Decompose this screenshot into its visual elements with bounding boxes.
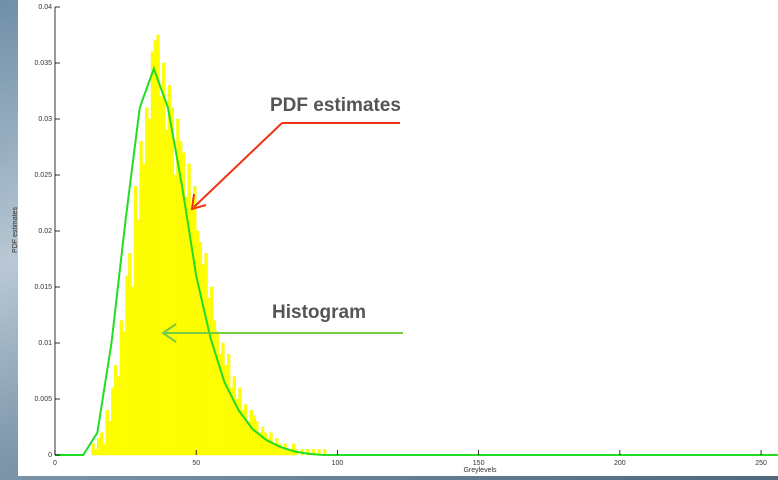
x-tick-label: 0 — [53, 460, 57, 467]
x-tick-label: 200 — [614, 460, 626, 467]
y-tick-label: 0.03 — [38, 116, 52, 123]
histogram-bar — [272, 443, 276, 456]
histogram-bar — [156, 34, 160, 456]
histogram-bar — [122, 331, 126, 456]
annotation: PDF estimates — [270, 95, 401, 116]
histogram-bar — [193, 185, 197, 456]
x-tick-label: 50 — [192, 460, 200, 467]
y-tick-label: 0.02 — [38, 228, 52, 235]
histogram-bar — [292, 443, 296, 456]
histogram-bar — [252, 415, 256, 456]
y-tick-label: 0 — [48, 452, 52, 459]
histogram-bar — [116, 376, 121, 456]
histogram-bar — [255, 421, 259, 456]
histogram-bar — [263, 432, 268, 456]
arrow-head — [161, 323, 177, 343]
histogram-bar — [150, 51, 155, 456]
arrow — [193, 122, 283, 208]
x-tick-label: 100 — [332, 460, 344, 467]
histogram-bar — [142, 163, 146, 456]
histogram-bar — [238, 387, 242, 456]
plot-area: 0 0.005 0.01 0.015 0.02 0.025 0.03 0.035 0.04 0 50… — [34, 4, 778, 467]
histogram-bar — [102, 443, 107, 456]
histogram-bar — [170, 107, 174, 456]
histogram-bar — [306, 449, 310, 456]
histogram-bar — [145, 107, 149, 456]
y-tick-label: 0.015 — [34, 284, 52, 291]
histogram-bar — [212, 320, 217, 456]
histogram-bar — [249, 410, 253, 456]
arrow-head — [190, 193, 207, 211]
pdf-curve — [55, 65, 778, 456]
histogram-bar — [260, 426, 265, 456]
histogram-bar — [224, 365, 228, 456]
histogram-bar — [119, 320, 123, 456]
histogram-bar — [131, 286, 135, 456]
histogram-bar — [167, 85, 171, 456]
histogram-bar — [227, 354, 231, 456]
annotation: Histogram — [272, 302, 366, 323]
histogram-bar — [111, 387, 115, 456]
y-tick-label: 0.035 — [34, 60, 52, 67]
histogram-bar — [97, 438, 101, 456]
histogram-bar — [99, 432, 104, 456]
histogram-bar — [196, 230, 200, 456]
histogram-bar — [153, 40, 157, 456]
histogram-bar — [105, 410, 109, 456]
histogram-bar — [173, 174, 177, 456]
histogram-bar — [94, 449, 98, 456]
histogram-bar — [244, 404, 248, 456]
histogram-bar — [198, 241, 203, 456]
y-tick-label: 0.04 — [38, 4, 52, 11]
y-tick-label: 0.005 — [34, 396, 52, 403]
y-tick-label: 0.01 — [38, 340, 52, 347]
histogram-bar — [114, 365, 118, 456]
histogram-bar — [207, 298, 211, 456]
histogram-bar — [280, 449, 284, 456]
y-tick-label: 0.025 — [34, 172, 52, 179]
histogram-bar — [221, 342, 225, 456]
x-axis-label: Greylevels — [463, 467, 497, 474]
histogram-bar — [184, 197, 188, 456]
histogram-bar — [108, 421, 112, 456]
histogram-bar — [187, 163, 191, 456]
histogram-bar — [164, 129, 169, 456]
histogram-bar — [215, 331, 220, 456]
histogram-bar — [162, 62, 166, 456]
histogram-bar — [133, 185, 138, 456]
histogram-bar — [210, 286, 214, 456]
x-tick-label: 250 — [755, 460, 767, 467]
histogram-bar — [128, 253, 132, 456]
y-axis-label: PDF estimates — [12, 207, 19, 253]
x-tick-label: 150 — [473, 460, 485, 467]
histogram-bar — [204, 253, 208, 456]
histogram-bar — [91, 443, 95, 456]
histogram-bar — [125, 275, 129, 456]
histogram-bar — [136, 219, 140, 456]
histogram-bar — [147, 118, 152, 456]
histogram-bar — [201, 264, 205, 456]
histogram-bar — [139, 141, 143, 456]
histogram-bar — [232, 376, 236, 456]
histogram-bar — [159, 96, 163, 456]
